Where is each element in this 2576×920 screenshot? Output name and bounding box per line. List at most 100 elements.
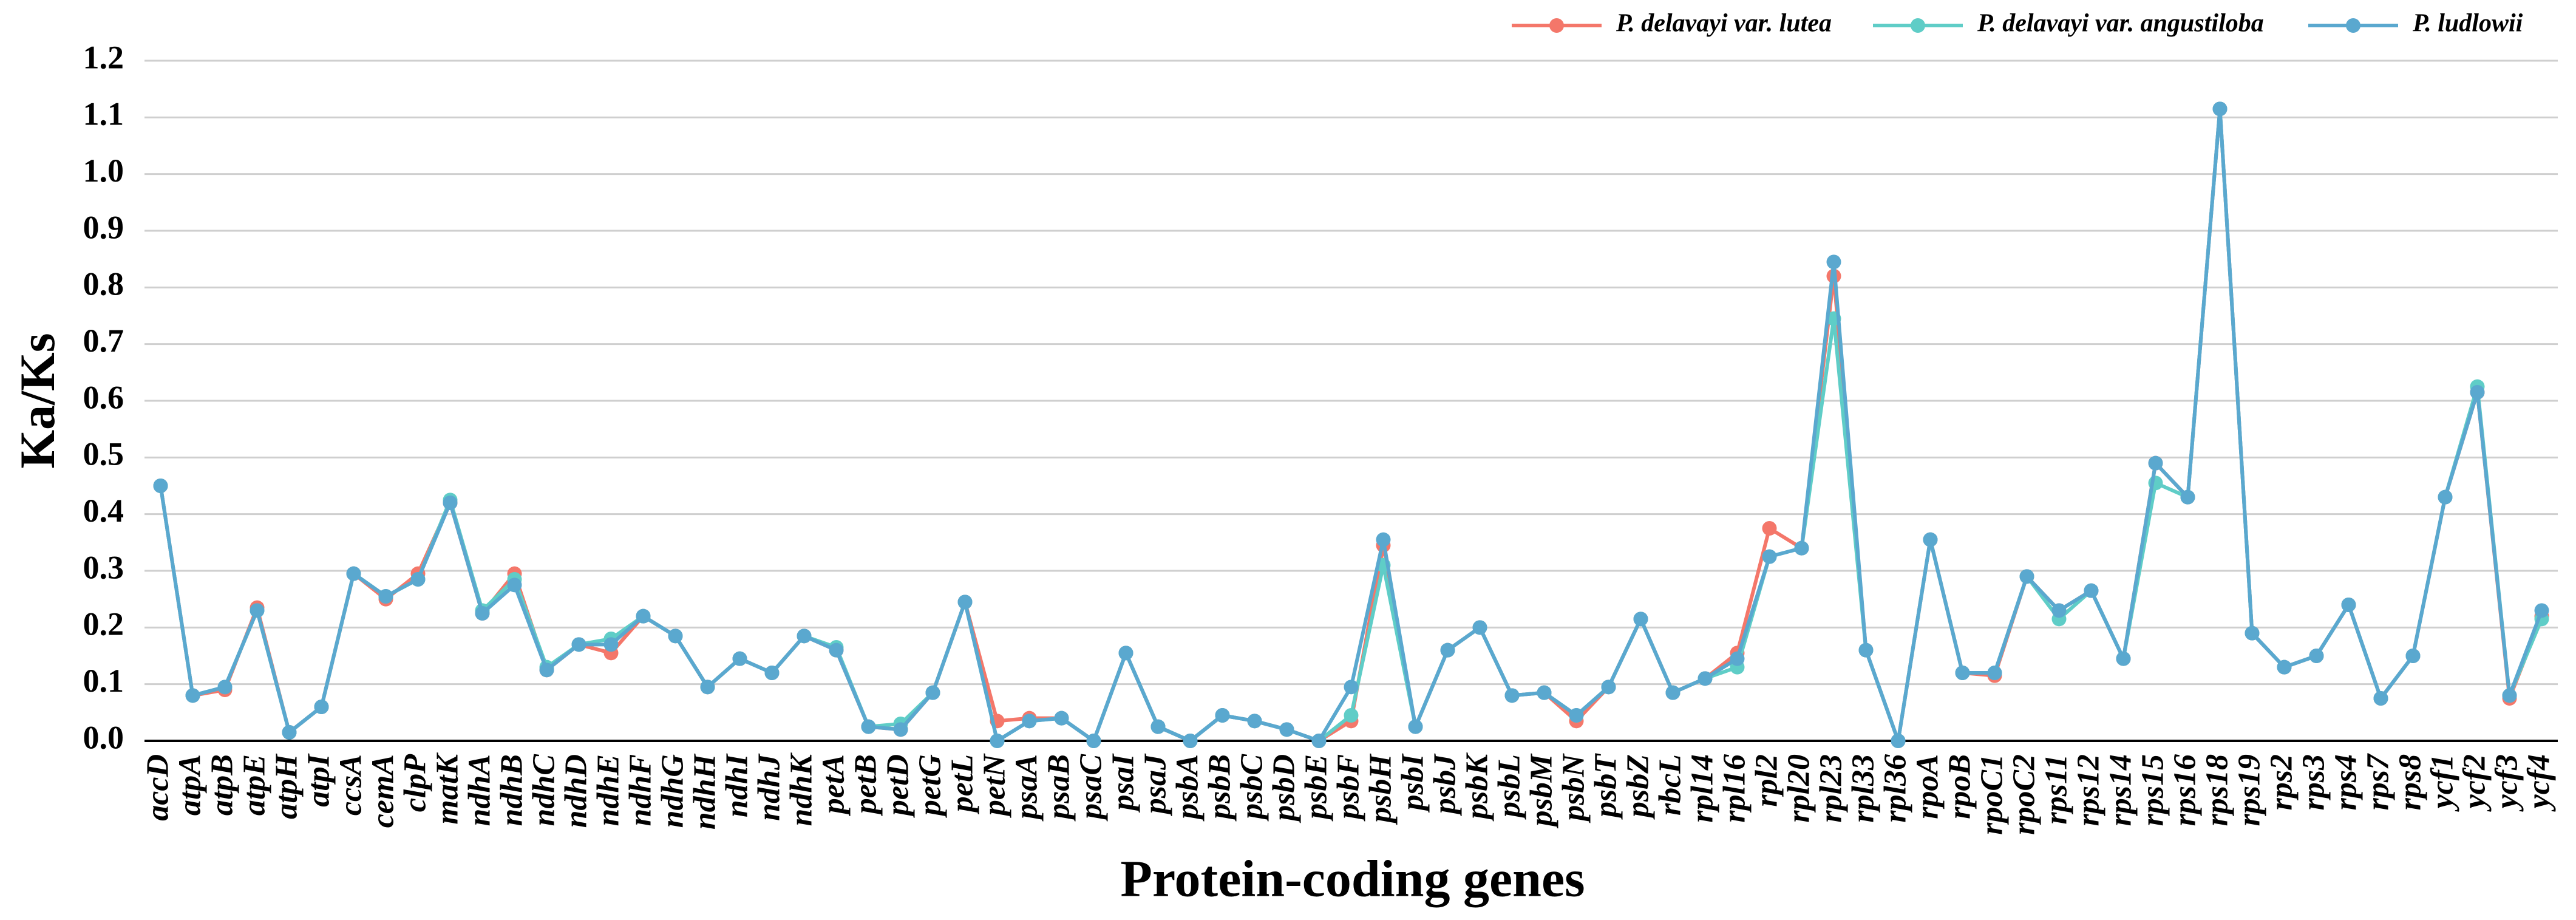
series-line — [158, 109, 2544, 744]
y-tick-label: 0.2 — [83, 606, 124, 642]
data-point — [603, 637, 619, 652]
x-tick-label: atpA — [172, 754, 207, 816]
x-tick-label: rpl2 — [1749, 754, 1784, 807]
data-point — [1054, 710, 1069, 726]
data-point — [764, 666, 780, 680]
x-tick-label: petD — [880, 754, 915, 818]
data-point — [1633, 612, 1648, 627]
legend-marker — [1549, 18, 1564, 33]
x-tick-label: ndhH — [687, 753, 722, 830]
x-tick-label: psbA — [1170, 754, 1205, 822]
x-tick-label: psaB — [1041, 754, 1076, 822]
x-tick-label: psbD — [1266, 754, 1301, 823]
x-tick-label: petG — [912, 754, 947, 818]
data-point — [346, 566, 361, 581]
data-point — [2051, 603, 2067, 618]
data-point — [1923, 532, 1938, 547]
x-tick-label: ndhF — [623, 754, 658, 826]
data-point — [314, 700, 329, 714]
x-tick-label: rps12 — [2071, 754, 2105, 826]
x-tick-label: ycf1 — [2425, 754, 2459, 812]
x-tick-label: atpI — [301, 753, 336, 806]
data-point — [797, 629, 812, 644]
data-point — [1569, 708, 1584, 723]
x-tick-label: rps14 — [2103, 754, 2138, 826]
data-point — [925, 685, 940, 700]
data-point — [1344, 680, 1359, 695]
data-point — [2470, 385, 2485, 400]
data-point — [2534, 603, 2549, 618]
data-point — [668, 629, 683, 644]
x-tick-label: ndhA — [462, 754, 497, 826]
data-point — [732, 651, 747, 666]
legend-label: P. delavayi var. lutea — [1616, 10, 1832, 38]
data-point — [2373, 691, 2388, 706]
y-tick-label: 0.5 — [83, 436, 124, 472]
x-tick-label: ycf3 — [2489, 754, 2524, 812]
data-point — [282, 725, 297, 740]
data-point — [539, 663, 554, 678]
data-point — [1215, 708, 1230, 723]
y-tick-label: 0.7 — [83, 322, 124, 359]
data-point — [2438, 489, 2453, 505]
y-tick-label: 0.1 — [83, 663, 124, 699]
x-tick-label: atpE — [237, 754, 271, 816]
data-point — [2502, 688, 2517, 703]
data-point — [1698, 671, 1713, 686]
x-tick-label: petL — [945, 754, 979, 814]
data-point — [378, 589, 393, 604]
x-tick-label: ndhC — [526, 754, 561, 826]
x-tick-label: rpoA — [1910, 754, 1945, 819]
data-point — [1891, 734, 1906, 748]
x-tick-label: ycf2 — [2457, 754, 2492, 812]
x-tick-label: rpoB — [1942, 754, 1977, 819]
x-tick-label: rps16 — [2167, 754, 2202, 826]
x-tick-label: psbJ — [1427, 753, 1462, 816]
y-tick-label: 1.2 — [83, 39, 124, 75]
legend-marker — [1911, 18, 1925, 33]
data-point — [1311, 734, 1327, 748]
x-tick-label: ycf4 — [2521, 754, 2556, 812]
data-point — [1086, 734, 1101, 748]
x-tick-label: psaI — [1106, 753, 1140, 813]
data-point — [1118, 646, 1133, 661]
x-tick-label: petA — [816, 754, 851, 816]
x-tick-label: ndhI — [719, 753, 754, 817]
x-tick-label: ndhD — [559, 754, 593, 828]
data-point — [1601, 680, 1616, 695]
x-tick-label: ndhG — [655, 754, 690, 828]
x-tick-label: psbE — [1299, 754, 1333, 822]
y-tick-label: 0.3 — [83, 549, 124, 585]
y-tick-label: 0.8 — [83, 266, 124, 302]
x-tick-label: rpl33 — [1846, 754, 1880, 823]
x-tick-label: psbZ — [1620, 754, 1655, 820]
y-tick-label: 1.0 — [83, 152, 124, 189]
x-tick-label: rpoC2 — [2007, 754, 2041, 835]
data-point — [893, 722, 908, 737]
data-point — [636, 608, 651, 624]
legend-label: P. delavayi var. angustiloba — [1977, 10, 2264, 38]
x-tick-label: accD — [140, 754, 175, 821]
data-point — [1504, 688, 1520, 703]
series-line — [158, 109, 2544, 744]
x-tick-label: atpH — [269, 753, 304, 819]
x-tick-label: psbF — [1331, 754, 1365, 822]
data-point — [1987, 666, 2002, 680]
x-tick-label: atpB — [205, 754, 239, 816]
x-tick-label: rps11 — [2039, 754, 2073, 825]
data-point — [1794, 540, 1809, 556]
y-tick-label: 0.6 — [83, 379, 124, 415]
series-line — [158, 109, 2544, 744]
x-tick-label: ndhJ — [752, 753, 786, 821]
data-point — [1408, 719, 1423, 734]
x-tick-label: rps8 — [2393, 754, 2427, 810]
data-point — [2148, 455, 2163, 471]
x-tick-label: rpl36 — [1878, 754, 1912, 823]
y-axis-title: Ka/Ks — [10, 333, 65, 468]
x-tick-label: rps7 — [2360, 753, 2395, 810]
data-point — [217, 680, 233, 695]
data-point — [443, 496, 458, 510]
x-tick-label: rps2 — [2264, 754, 2299, 810]
data-point — [1440, 642, 1455, 658]
data-point — [1858, 642, 1874, 658]
